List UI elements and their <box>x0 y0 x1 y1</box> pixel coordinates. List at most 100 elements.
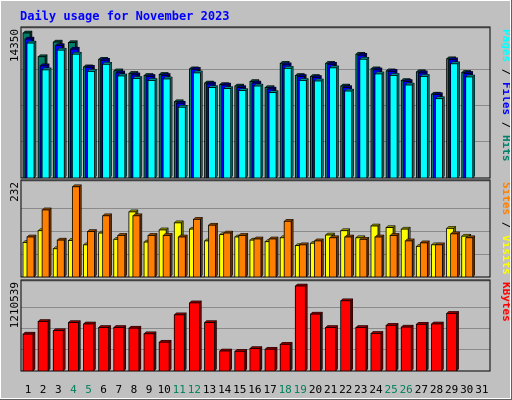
pages-bar <box>177 104 188 179</box>
day-label: 16 <box>248 383 261 396</box>
sites-bar <box>41 207 52 278</box>
kbytes-bar <box>415 321 429 372</box>
day-label: 27 <box>415 383 428 396</box>
day-label: 7 <box>115 383 122 396</box>
day-label: 31 <box>475 383 488 396</box>
sites-bar <box>359 236 370 278</box>
pages-bar <box>56 47 67 179</box>
day-label: 19 <box>294 383 307 396</box>
pages-bar <box>117 73 128 179</box>
series-label-part: / <box>500 115 512 135</box>
day-label: 22 <box>339 383 352 396</box>
day-label: 20 <box>309 383 322 396</box>
sites-bar <box>238 232 249 278</box>
pages-bar <box>268 90 279 179</box>
pages-bar <box>26 40 37 179</box>
sites-bar <box>328 235 340 278</box>
pages-bar <box>192 70 204 179</box>
sites-bar <box>223 230 234 278</box>
day-label: 23 <box>354 383 367 396</box>
sites-bar <box>374 234 385 278</box>
pages-bar <box>253 83 264 179</box>
series-label-part: Hits <box>500 135 512 162</box>
day-label: 8 <box>131 383 138 396</box>
kbytes-bar <box>37 318 51 372</box>
sites-bar <box>86 228 98 278</box>
pages-bar <box>298 77 309 179</box>
sites-bar <box>56 237 67 278</box>
panel-kbytes: 1210539 KBytes <box>8 279 512 372</box>
pages-bar <box>162 76 173 179</box>
pages-bar <box>359 56 370 179</box>
day-label: 6 <box>100 383 107 396</box>
kbytes-bar <box>430 321 445 372</box>
day-label: 17 <box>263 383 276 396</box>
kbytes-bar <box>203 319 218 372</box>
pages-bar <box>207 84 219 179</box>
sites-bar <box>298 242 309 278</box>
day-label: 11 <box>173 383 186 396</box>
sites-bar <box>313 238 325 278</box>
panel-hits_files_pages: 14350 Pages / Files / Hits <box>8 26 512 179</box>
day-label: 30 <box>460 383 473 396</box>
day-label: 12 <box>188 383 201 396</box>
pages-bar <box>450 61 461 179</box>
pages-bar <box>465 74 476 179</box>
series-label: KBytes <box>500 282 512 322</box>
sites-bar <box>132 213 143 278</box>
kbytes-bar <box>173 312 187 372</box>
kbytes-bar <box>143 331 157 372</box>
sites-bar <box>192 216 204 278</box>
sites-bar <box>147 232 158 278</box>
sites-bar <box>404 238 415 278</box>
sites-bar <box>207 222 219 278</box>
sites-bar <box>162 232 173 278</box>
pages-bar <box>389 72 400 179</box>
pages-bar <box>132 75 143 179</box>
day-label: 21 <box>324 383 337 396</box>
day-label: 13 <box>203 383 216 396</box>
series-label: Sites / Visits <box>500 182 512 275</box>
day-label: 5 <box>85 383 92 396</box>
pages-bar <box>404 82 415 179</box>
bars <box>22 184 476 278</box>
day-label: 15 <box>233 383 246 396</box>
sites-bar <box>389 232 400 278</box>
pages-bar <box>419 73 430 179</box>
pages-bar <box>102 61 113 179</box>
series-label-part: KBytes <box>500 282 512 322</box>
sites-bar <box>450 231 461 278</box>
kbytes-bar <box>113 324 127 372</box>
day-label: 29 <box>445 383 458 396</box>
kbytes-bar <box>128 325 142 372</box>
series-label: Pages / Files / Hits <box>500 29 512 162</box>
day-label: 18 <box>279 383 292 396</box>
day-label: 14 <box>218 383 232 396</box>
pages-bar <box>344 88 355 179</box>
day-label: 9 <box>146 383 153 396</box>
bars <box>22 283 460 372</box>
series-label-part: / <box>500 215 512 235</box>
sites-bar <box>117 232 128 278</box>
sites-bar <box>344 234 355 278</box>
day-label: 1 <box>25 383 32 396</box>
pages-bar <box>328 65 340 179</box>
chart-title: Daily usage for November 2023 <box>20 9 230 23</box>
kbytes-bar <box>279 341 293 372</box>
pages-bar <box>41 67 52 179</box>
day-label: 24 <box>369 383 383 396</box>
sites-bar <box>419 240 430 278</box>
day-label: 3 <box>55 383 62 396</box>
panels: 14350 Pages / Files / Hits 232 Sites / Visi… <box>8 26 512 372</box>
day-label: 26 <box>400 383 413 396</box>
pages-bar <box>283 65 294 179</box>
kbytes-bar <box>82 321 97 372</box>
bars <box>22 30 476 179</box>
kbytes-bar <box>52 328 66 372</box>
panel-visits_sites: 232 Sites / Visits <box>8 179 512 278</box>
kbytes-bar <box>22 331 36 372</box>
sites-bar <box>465 235 476 278</box>
day-label: 2 <box>40 383 47 396</box>
pages-bar <box>71 51 82 179</box>
